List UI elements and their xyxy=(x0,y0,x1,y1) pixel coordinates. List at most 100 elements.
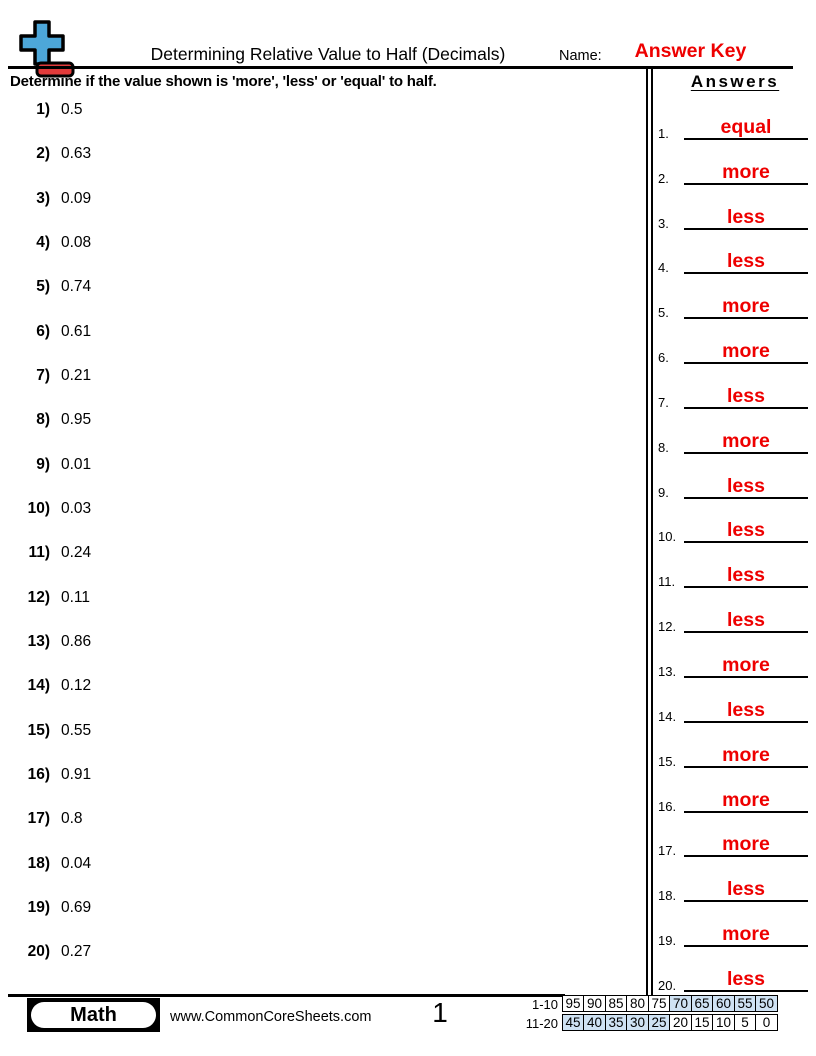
question-number: 10) xyxy=(27,499,50,517)
score-cell: 45 xyxy=(561,1013,585,1031)
question-number: 11) xyxy=(28,544,50,562)
question-row: 20) 0.27 xyxy=(0,943,630,987)
question-row: 1) 0.5 xyxy=(0,101,630,145)
question-value: 0.09 xyxy=(61,189,92,207)
question-row: 10) 0.03 xyxy=(0,500,630,544)
answer-blank-line: more xyxy=(684,160,808,185)
answer-number: 3. xyxy=(658,215,669,231)
question-number: 17) xyxy=(27,810,50,828)
question-value: 0.03 xyxy=(61,499,92,517)
answer-value: more xyxy=(722,653,770,676)
answer-blank-line: more xyxy=(684,922,808,948)
answers-divider xyxy=(646,68,653,995)
score-cell: 5 xyxy=(733,1013,757,1031)
answer-value: less xyxy=(727,205,765,228)
question-value: 0.04 xyxy=(61,854,92,872)
question-number: 6) xyxy=(36,322,50,340)
question-value: 0.55 xyxy=(61,721,92,739)
score-range-label: 11-20 xyxy=(525,1015,558,1031)
question-number: 18) xyxy=(27,854,50,872)
answer-number: 8. xyxy=(658,439,669,455)
answer-value: less xyxy=(727,564,765,587)
answer-row: 8. more xyxy=(656,414,814,459)
question-value: 0.12 xyxy=(61,677,92,695)
score-cell: 15 xyxy=(690,1013,714,1031)
question-value: 0.21 xyxy=(61,366,92,384)
question-number: 9) xyxy=(36,455,50,473)
question-row: 15) 0.55 xyxy=(0,722,630,766)
answer-number: 13. xyxy=(658,663,677,679)
answer-blank-line: less xyxy=(684,249,808,275)
answer-value: less xyxy=(727,967,765,990)
question-number: 13) xyxy=(27,632,50,650)
answer-value: more xyxy=(722,833,770,856)
answer-number: 4. xyxy=(658,260,669,276)
answer-row: 15. more xyxy=(656,728,814,773)
answer-number: 12. xyxy=(658,619,677,635)
answer-number: 20. xyxy=(658,977,677,993)
score-cell: 0 xyxy=(755,1013,778,1031)
answer-value: more xyxy=(722,340,770,363)
score-cell: 70 xyxy=(669,995,692,1012)
question-number: 5) xyxy=(36,278,50,296)
website-url: www.CommonCoreSheets.com xyxy=(170,1009,372,1025)
score-cell: 95 xyxy=(561,995,585,1012)
question-row: 11) 0.24 xyxy=(0,544,630,588)
question-number: 8) xyxy=(36,411,50,429)
question-row: 12) 0.11 xyxy=(0,589,630,633)
answer-number: 9. xyxy=(658,484,669,500)
question-value: 0.08 xyxy=(61,233,92,251)
question-number: 20) xyxy=(27,943,50,961)
question-value: 0.86 xyxy=(61,632,92,650)
answer-value: less xyxy=(727,609,765,632)
grading-table: 1-10 95 90 85 80 75 70 65 60 xyxy=(518,995,778,1034)
question-row: 8) 0.95 xyxy=(0,411,630,455)
answer-number: 5. xyxy=(658,305,669,321)
header-divider xyxy=(8,66,793,69)
question-row: 7) 0.21 xyxy=(0,367,630,411)
score-cell: 35 xyxy=(604,1013,628,1031)
question-row: 5) 0.74 xyxy=(0,278,630,322)
answer-value: less xyxy=(727,698,765,721)
question-row: 14) 0.12 xyxy=(0,677,630,721)
answer-blank-line: more xyxy=(684,294,808,320)
answer-number: 1. xyxy=(658,125,669,141)
answer-value: less xyxy=(727,250,765,273)
answer-blank-line: more xyxy=(684,429,808,454)
score-cell: 30 xyxy=(626,1013,649,1031)
question-number: 2) xyxy=(36,145,50,163)
answer-number: 19. xyxy=(658,933,677,949)
question-row: 18) 0.04 xyxy=(0,855,630,899)
answer-blank-line: less xyxy=(684,518,808,544)
question-row: 13) 0.86 xyxy=(0,633,630,677)
answer-row: 4. less xyxy=(656,235,814,280)
grading-row-1: 1-10 95 90 85 80 75 70 65 60 xyxy=(518,995,778,1015)
score-cell: 85 xyxy=(604,995,628,1012)
question-value: 0.5 xyxy=(61,101,83,118)
answer-row: 13. more xyxy=(656,638,814,683)
answer-blank-line: less xyxy=(684,698,808,723)
question-row: 19) 0.69 xyxy=(0,899,630,943)
question-number: 7) xyxy=(36,366,50,384)
answer-row: 12. less xyxy=(656,593,814,638)
score-cell: 50 xyxy=(755,995,778,1012)
question-number: 14) xyxy=(27,677,50,695)
question-number: 16) xyxy=(27,765,50,783)
answer-value: less xyxy=(727,474,765,497)
answer-row: 19. more xyxy=(656,907,814,952)
answer-row: 14. less xyxy=(656,683,814,728)
grading-row-2: 11-20 45 40 35 30 25 20 15 10 xyxy=(518,1013,778,1034)
question-row: 2) 0.63 xyxy=(0,145,630,189)
question-number: 15) xyxy=(27,721,50,739)
score-cell: 90 xyxy=(583,995,606,1012)
question-row: 16) 0.91 xyxy=(0,766,630,810)
answer-blank-line: less xyxy=(684,384,808,409)
score-cell: 55 xyxy=(733,995,757,1012)
question-value: 0.91 xyxy=(61,765,92,783)
question-value: 0.61 xyxy=(61,322,92,340)
question-number: 3) xyxy=(36,189,50,207)
page-number: 1 xyxy=(432,997,448,1028)
answer-number: 15. xyxy=(658,753,677,769)
answer-blank-line: less xyxy=(684,967,808,992)
